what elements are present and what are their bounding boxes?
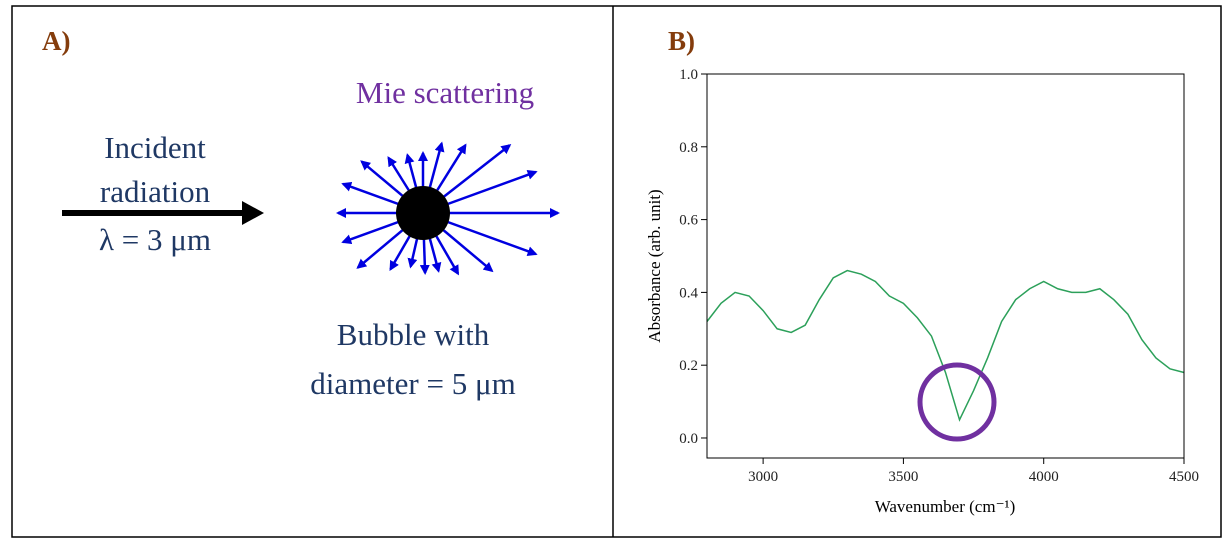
incident-text: λ = 3 μm: [99, 222, 211, 257]
y-tick-label: 0.8: [679, 140, 698, 156]
incident-arrowhead: [242, 201, 264, 225]
plot-frame: [706, 73, 1185, 459]
scatter-title: Mie scattering: [356, 75, 534, 110]
y-tick-label: 0.0: [679, 431, 698, 447]
y-tick-label: 0.4: [679, 285, 698, 301]
frame: [11, 5, 1222, 538]
y-tick-label: 1.0: [679, 67, 698, 83]
incident-text: radiation: [100, 174, 211, 209]
plot: 0.0 0.2 0.4 0.6 0.8 1.0 3000 3500 4000 4500: [679, 67, 1199, 485]
data-line: [706, 269, 1185, 422]
y-tick-label: 0.6: [679, 213, 698, 229]
highlight-circle: [917, 362, 997, 442]
bubble-text: Bubble with: [337, 317, 490, 352]
y-axis-label: Absorbance (arb. unit): [645, 189, 664, 342]
bubble: [396, 186, 450, 240]
panel-label: A): [42, 26, 71, 56]
bubble-text: diameter = 5 μm: [310, 366, 515, 401]
x-tick-label: 3500: [888, 469, 918, 485]
x-tick-label: 3000: [748, 469, 778, 485]
incident-text: Incident: [104, 130, 206, 165]
y-tick-label: 0.2: [679, 358, 698, 374]
panel-label: B): [668, 26, 695, 56]
x-tick-label: 4000: [1029, 469, 1059, 485]
x-axis-label: Wavenumber (cm⁻¹): [875, 497, 1016, 516]
x-tick-label: 4500: [1169, 469, 1199, 485]
